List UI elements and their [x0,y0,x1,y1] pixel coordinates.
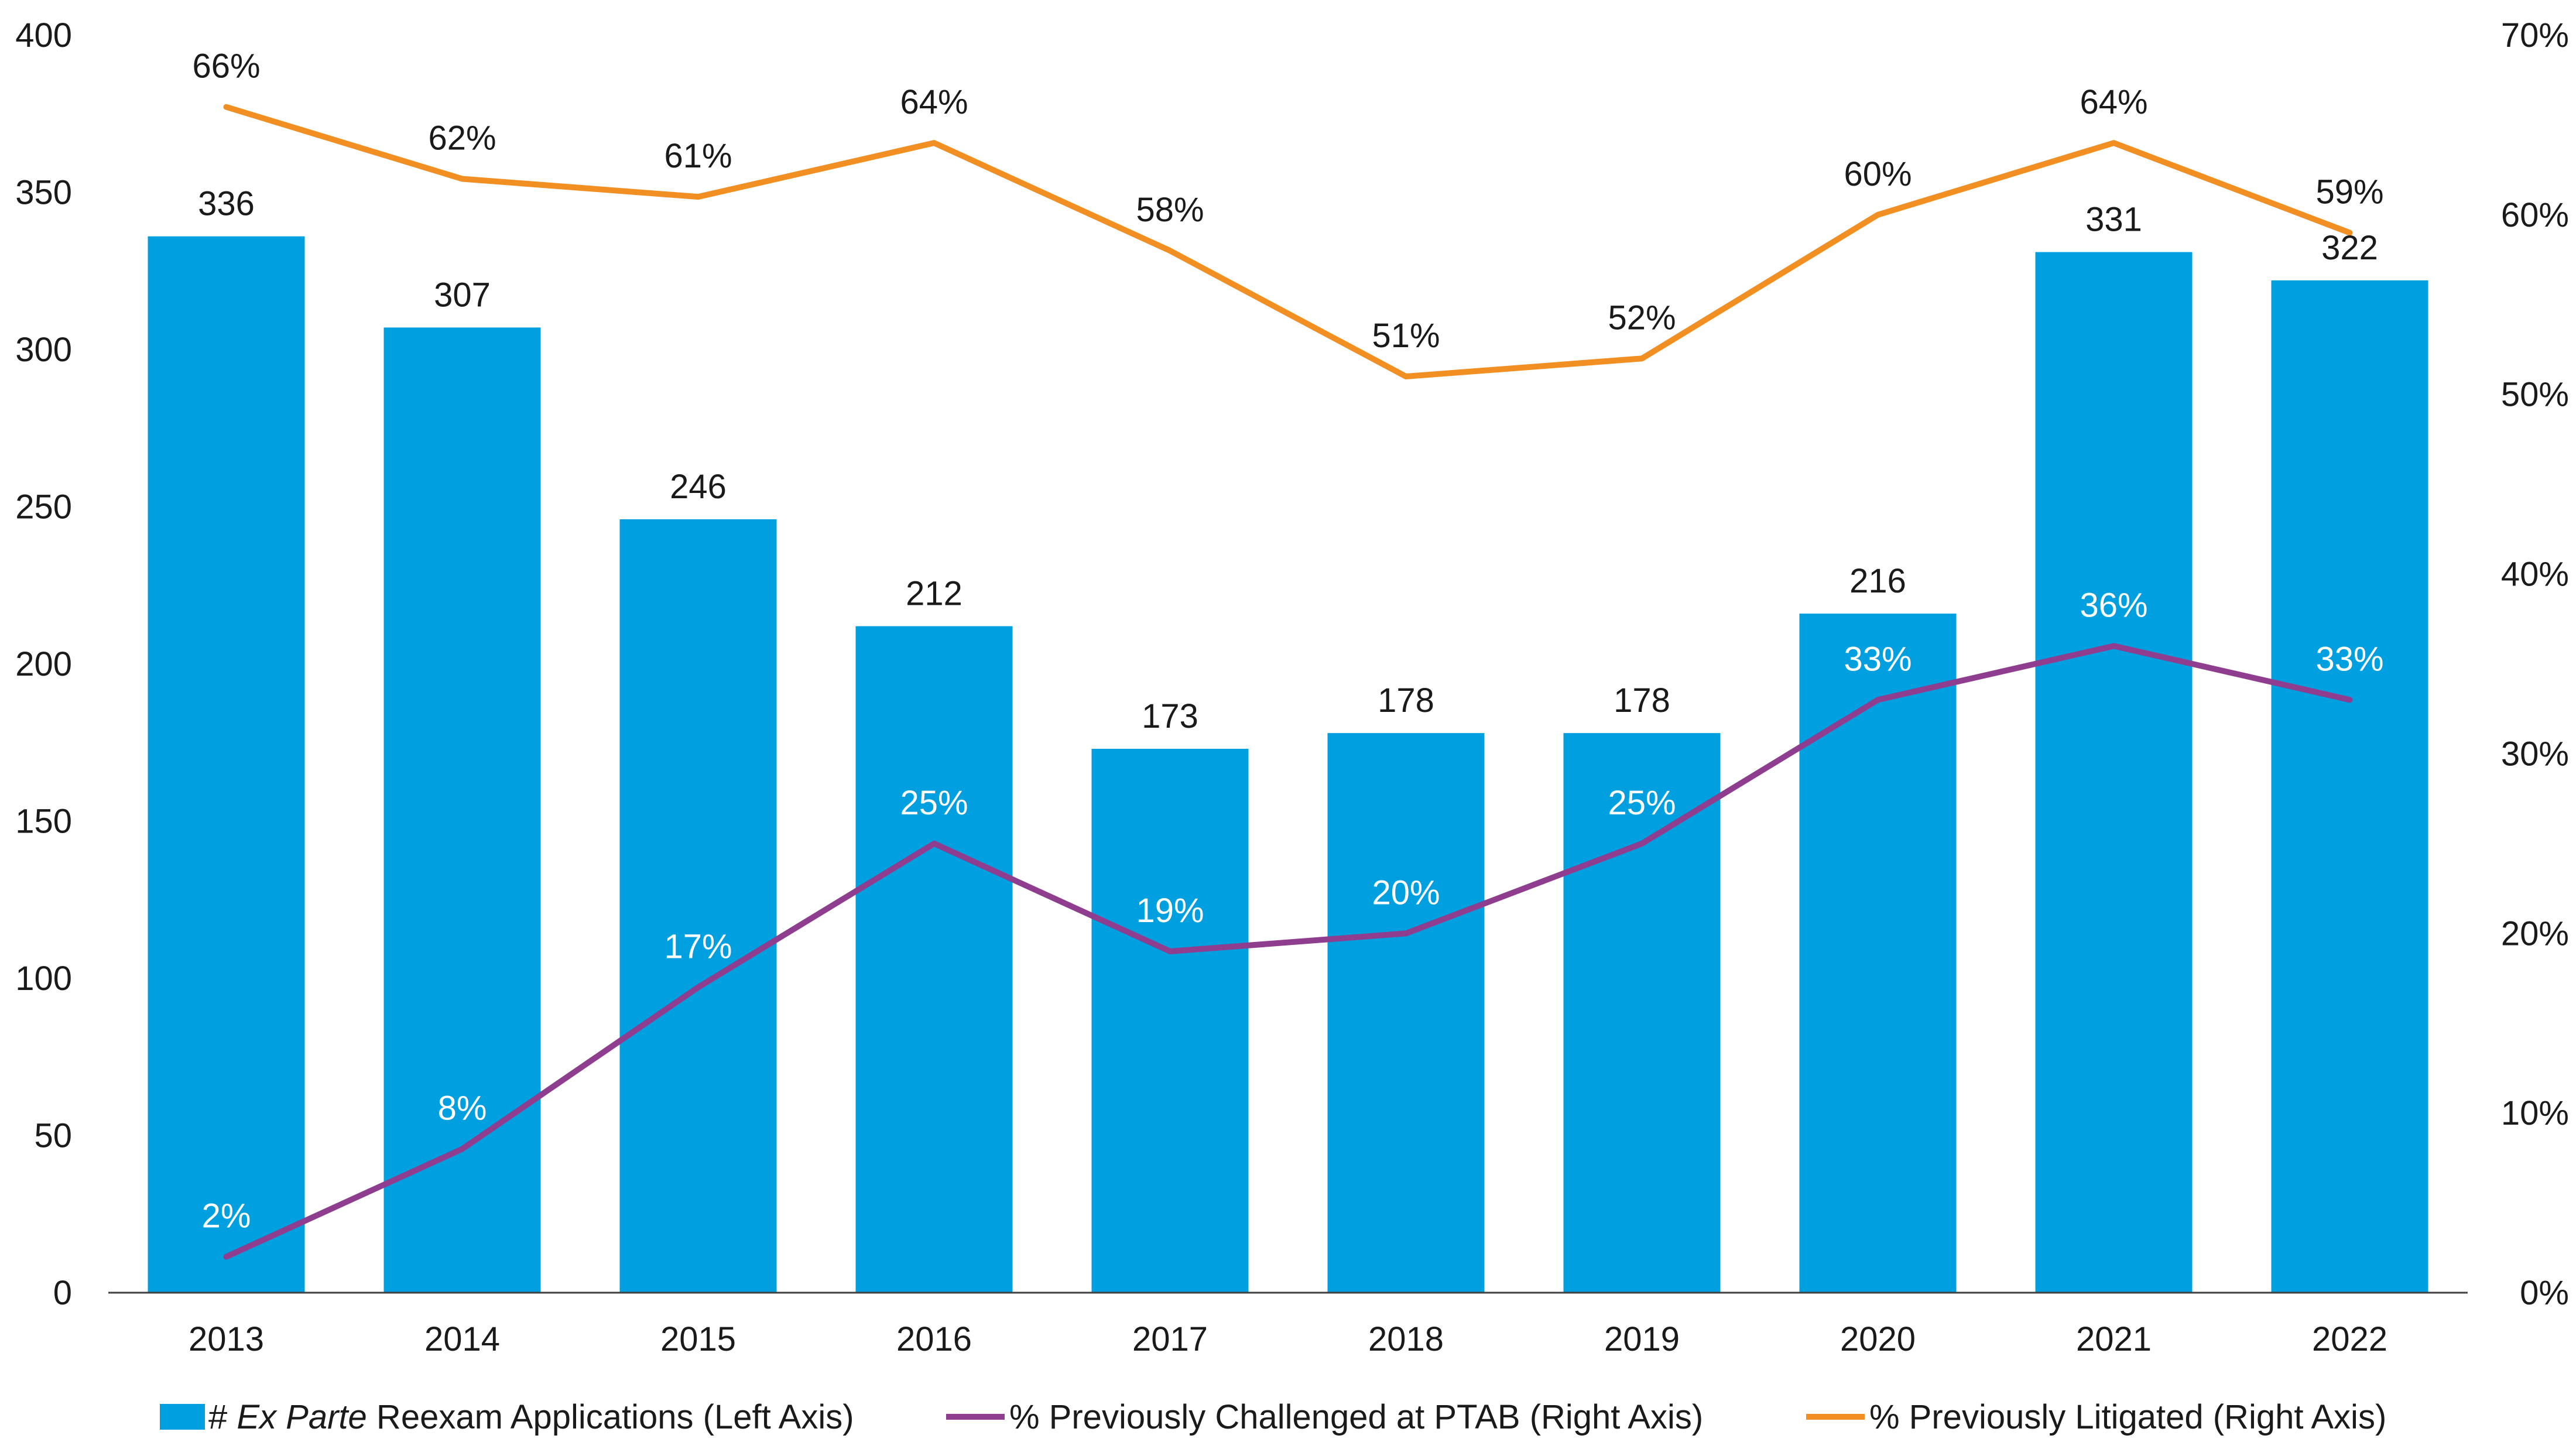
ptab-label-2013: 2% [202,1197,251,1235]
ptab-label-2022: 33% [2315,640,2383,678]
right-tick-10%: 10% [2501,1094,2569,1132]
left-tick-400: 400 [15,16,72,54]
bar-label-2022: 322 [2321,229,2378,267]
ptab-label-2015: 17% [664,927,732,965]
right-tick-30%: 30% [2501,735,2569,773]
litigated-label-2016: 64% [900,83,968,121]
bar-label-2018: 178 [1378,681,1434,720]
litigated-line [227,107,2350,376]
bar-2018 [1328,733,1485,1293]
left-tick-350: 350 [15,174,72,212]
legend: # Ex Parte Reexam Applications (Left Axi… [160,1398,2386,1436]
x-tick-2017: 2017 [1132,1320,1208,1358]
x-tick-2022: 2022 [2312,1320,2387,1358]
x-tick-2015: 2015 [660,1320,736,1358]
ptab-label-2020: 33% [1844,640,1912,678]
x-tick-2013: 2013 [189,1320,264,1358]
bar-label-2015: 246 [670,468,727,506]
left-tick-200: 200 [15,645,72,683]
legend-label-ptab: % Previously Challenged at PTAB (Right A… [1009,1398,1703,1436]
bar-label-2016: 212 [906,575,962,613]
bar-2022 [2272,280,2428,1293]
left-tick-250: 250 [15,488,72,526]
bar-label-2017: 173 [1142,697,1198,735]
bar-2021 [2036,252,2193,1293]
legend-label-bar: # Ex Parte Reexam Applications (Left Axi… [208,1398,854,1436]
litigated-label-2014: 62% [428,119,496,157]
ptab-label-2014: 8% [438,1090,487,1128]
bar-label-2019: 178 [1614,681,1670,720]
ptab-label-2016: 25% [900,784,968,822]
x-tick-2014: 2014 [424,1320,500,1358]
right-tick-70%: 70% [2501,16,2569,54]
litigated-label-2015: 61% [664,137,732,175]
left-tick-100: 100 [15,960,72,998]
litigated-label-2017: 58% [1136,191,1204,229]
left-tick-150: 150 [15,803,72,841]
x-tick-2019: 2019 [1604,1320,1680,1358]
right-tick-20%: 20% [2501,914,2569,953]
bar-2013 [148,237,305,1293]
bar-2016 [856,626,1013,1293]
bar-label-2013: 336 [198,185,255,223]
litigated-label-2013: 66% [192,47,260,85]
left-tick-50: 50 [34,1117,72,1155]
bars-group [148,237,2428,1293]
ptab-label-2017: 19% [1136,892,1204,930]
left-tick-0: 0 [53,1274,72,1312]
bar-2015 [620,519,777,1293]
bar-2017 [1092,749,1249,1293]
right-tick-50%: 50% [2501,376,2569,414]
right-tick-40%: 40% [2501,556,2569,594]
right-tick-60%: 60% [2501,196,2569,234]
left-tick-300: 300 [15,331,72,369]
x-tick-2018: 2018 [1368,1320,1444,1358]
ptab-label-2018: 20% [1372,873,1440,912]
litigated-label-2021: 64% [2080,83,2147,121]
right-tick-0%: 0% [2520,1274,2569,1312]
legend-label-litigated: % Previously Litigated (Right Axis) [1869,1398,2386,1436]
litigated-label-2019: 52% [1608,299,1676,337]
bar-label-2021: 331 [2085,201,2142,239]
x-tick-2020: 2020 [1840,1320,1916,1358]
litigated-label-2018: 51% [1372,317,1440,355]
ptab-line [227,646,2350,1256]
lines-group [227,107,2350,1257]
bar-label-2020: 216 [1849,562,1906,600]
legend-swatch-bar [160,1404,205,1430]
bar-label-2014: 307 [434,276,491,314]
x-tick-2021: 2021 [2076,1320,2152,1358]
litigated-label-2022: 59% [2315,173,2383,211]
ptab-label-2021: 36% [2080,586,2147,624]
x-tick-2016: 2016 [896,1320,972,1358]
bar-2020 [1800,614,1957,1293]
ptab-label-2019: 25% [1608,784,1676,822]
litigated-label-2020: 60% [1844,155,1912,193]
